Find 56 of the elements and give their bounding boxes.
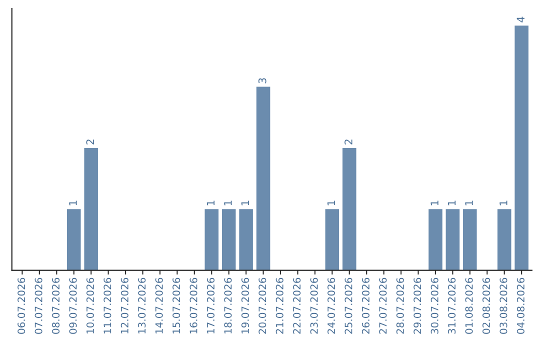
x-tick-label: 12.07.2026 <box>120 278 128 334</box>
data-label: 3 <box>258 78 266 84</box>
data-label: 1 <box>448 200 456 206</box>
x-tick-label: 16.07.2026 <box>190 278 198 334</box>
data-label: 1 <box>500 200 508 206</box>
x-tick-label: 13.07.2026 <box>138 278 146 334</box>
data-label: 2 <box>86 140 94 144</box>
x-tick-label: 26.07.2026 <box>362 278 370 334</box>
x-tick-label: 18.07.2026 <box>224 278 232 334</box>
bar <box>204 209 219 270</box>
x-tick-label: 21.07.2026 <box>276 278 284 334</box>
x-tick-label: 17.07.2026 <box>206 278 215 334</box>
data-label: 1 <box>327 200 336 206</box>
x-tick-label: 24.07.2026 <box>327 278 336 334</box>
bar <box>514 26 528 270</box>
x-tick-label: 28.07.2026 <box>396 278 404 334</box>
x-tick-label: 03.08.2026 <box>500 278 508 334</box>
x-tick-label: 14.07.2026 <box>155 278 163 334</box>
x-tick-label: 02.08.2026 <box>482 278 490 334</box>
bar <box>239 209 253 270</box>
data-label: 1 <box>69 200 77 206</box>
data-label: 1 <box>430 200 438 206</box>
bar <box>463 209 477 270</box>
bar <box>342 148 356 270</box>
x-tick-label: 15.07.2026 <box>172 278 180 334</box>
data-label: 1 <box>465 200 473 206</box>
x-tick-label: 30.07.2026 <box>430 278 438 334</box>
x-tick-label: 08.07.2026 <box>52 278 60 334</box>
x-tick-label: 01.08.2026 <box>465 278 473 334</box>
x-tick-label: 23.07.2026 <box>310 278 318 334</box>
bar <box>428 209 442 270</box>
x-tick-label: 25.07.2026 <box>344 278 352 334</box>
x-tick-label: 31.07.2026 <box>448 278 456 334</box>
bar <box>66 209 81 270</box>
x-tick-label: 10.07.2026 <box>86 278 94 334</box>
x-tick-label: 07.07.2026 <box>34 278 42 334</box>
data-label: 1 <box>206 200 214 206</box>
bar <box>497 209 512 270</box>
x-tick-label: 29.07.2026 <box>414 278 422 334</box>
x-tick-label: 20.07.2026 <box>258 278 266 334</box>
data-label: 1 <box>241 200 249 206</box>
data-label: 2 <box>344 140 352 144</box>
bar <box>325 209 340 270</box>
x-tick-label: 11.07.2026 <box>104 278 112 334</box>
x-tick-label: 22.07.2026 <box>293 278 301 334</box>
bar <box>222 209 236 270</box>
x-tick-label: 04.08.2026 <box>516 278 524 334</box>
bar <box>84 148 98 270</box>
data-label: 1 <box>224 200 232 206</box>
data-label: 4 <box>516 16 524 22</box>
x-tick-label: 06.07.2026 <box>18 278 26 334</box>
x-tick-label: 27.07.2026 <box>379 278 387 334</box>
x-tick-label: 09.07.2026 <box>69 278 77 334</box>
bar <box>446 209 460 270</box>
x-tick-label: 19.07.2026 <box>241 278 249 334</box>
bar <box>256 86 270 270</box>
